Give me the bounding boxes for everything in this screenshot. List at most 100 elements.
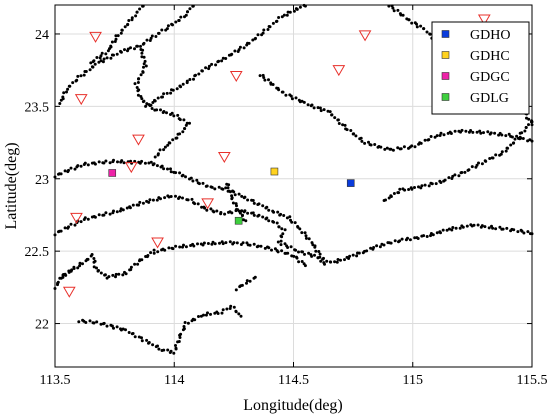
track-point <box>253 275 257 279</box>
track-point <box>232 305 236 309</box>
track-point <box>275 221 279 225</box>
track-point <box>174 244 178 248</box>
track-point <box>330 113 334 117</box>
track-point <box>423 138 427 142</box>
track-point <box>415 25 419 29</box>
track-point <box>284 93 288 97</box>
track-point <box>84 321 88 324</box>
track-point <box>504 149 508 153</box>
track-point <box>231 201 235 205</box>
track-point <box>300 260 304 263</box>
track-point <box>293 221 297 225</box>
track-point <box>239 314 243 318</box>
track-point <box>389 147 393 151</box>
track-point <box>439 231 442 235</box>
track-point <box>133 47 136 51</box>
track-point <box>498 225 502 229</box>
track-point <box>131 332 135 335</box>
track-point <box>160 164 164 168</box>
track-point <box>142 65 145 69</box>
track-point <box>191 179 195 183</box>
track-point <box>133 262 137 266</box>
track-point <box>302 100 306 104</box>
track-point <box>127 331 131 334</box>
track-point <box>303 252 306 256</box>
track-point <box>182 118 186 122</box>
track-point <box>465 224 469 228</box>
track-point <box>501 227 505 231</box>
track-point <box>329 260 333 264</box>
track-point <box>336 118 340 122</box>
track-point <box>410 21 414 25</box>
track-point <box>447 227 451 231</box>
track-point <box>289 245 293 249</box>
track-point <box>389 241 393 245</box>
track-point <box>162 148 166 152</box>
track-point <box>363 141 367 145</box>
track-point <box>246 211 250 215</box>
track-point <box>122 161 126 165</box>
track-point <box>59 229 63 233</box>
track-point <box>136 89 140 93</box>
track-point <box>186 321 190 325</box>
track-point <box>518 131 522 135</box>
track-point <box>401 187 405 191</box>
track-point <box>435 231 439 235</box>
track-point <box>114 34 118 38</box>
triangle-marker <box>62 286 76 298</box>
track-point <box>333 116 337 120</box>
track-point <box>281 232 285 236</box>
track-point <box>527 117 531 121</box>
track-point <box>102 213 106 217</box>
track-point <box>355 254 359 258</box>
track-point <box>150 107 154 110</box>
track-point <box>192 244 196 248</box>
track-point <box>69 269 73 273</box>
track-point <box>92 257 96 260</box>
track-point <box>178 245 182 249</box>
track-point <box>260 33 264 37</box>
track-point <box>92 321 96 325</box>
track-point <box>91 60 95 64</box>
track-point <box>150 34 154 38</box>
track-point <box>183 15 186 19</box>
track-point <box>441 228 445 232</box>
track-point <box>515 134 519 138</box>
track-point <box>164 28 168 32</box>
track-point <box>475 130 479 134</box>
track-point <box>141 70 145 74</box>
track-point <box>398 187 402 191</box>
track-point <box>226 189 230 193</box>
x-tick-label: 114.5 <box>278 373 309 388</box>
track-point <box>196 202 200 206</box>
track-point <box>261 204 265 208</box>
track-point <box>419 24 423 28</box>
track-point <box>135 86 139 89</box>
track-point <box>286 246 290 249</box>
track-point <box>348 254 352 258</box>
track-point <box>472 223 476 227</box>
track-point <box>236 208 240 212</box>
track-point <box>116 160 119 164</box>
track-point <box>265 205 269 209</box>
track-point <box>121 327 125 331</box>
track-point <box>526 139 530 143</box>
track-point <box>389 194 393 198</box>
track-point <box>78 264 82 268</box>
track-point <box>253 37 257 41</box>
track-point <box>516 136 520 140</box>
track-point <box>149 251 153 255</box>
track-point <box>228 190 232 194</box>
track-point <box>406 236 409 240</box>
track-point <box>483 159 487 163</box>
track-point <box>107 275 111 279</box>
track-point <box>177 340 181 343</box>
track-point <box>136 81 140 84</box>
track-point <box>276 250 280 254</box>
track-point <box>306 103 310 107</box>
track-point <box>488 157 492 160</box>
track-point <box>277 225 281 229</box>
track-point <box>396 8 400 12</box>
track-point <box>178 195 182 199</box>
track-point <box>217 185 221 189</box>
